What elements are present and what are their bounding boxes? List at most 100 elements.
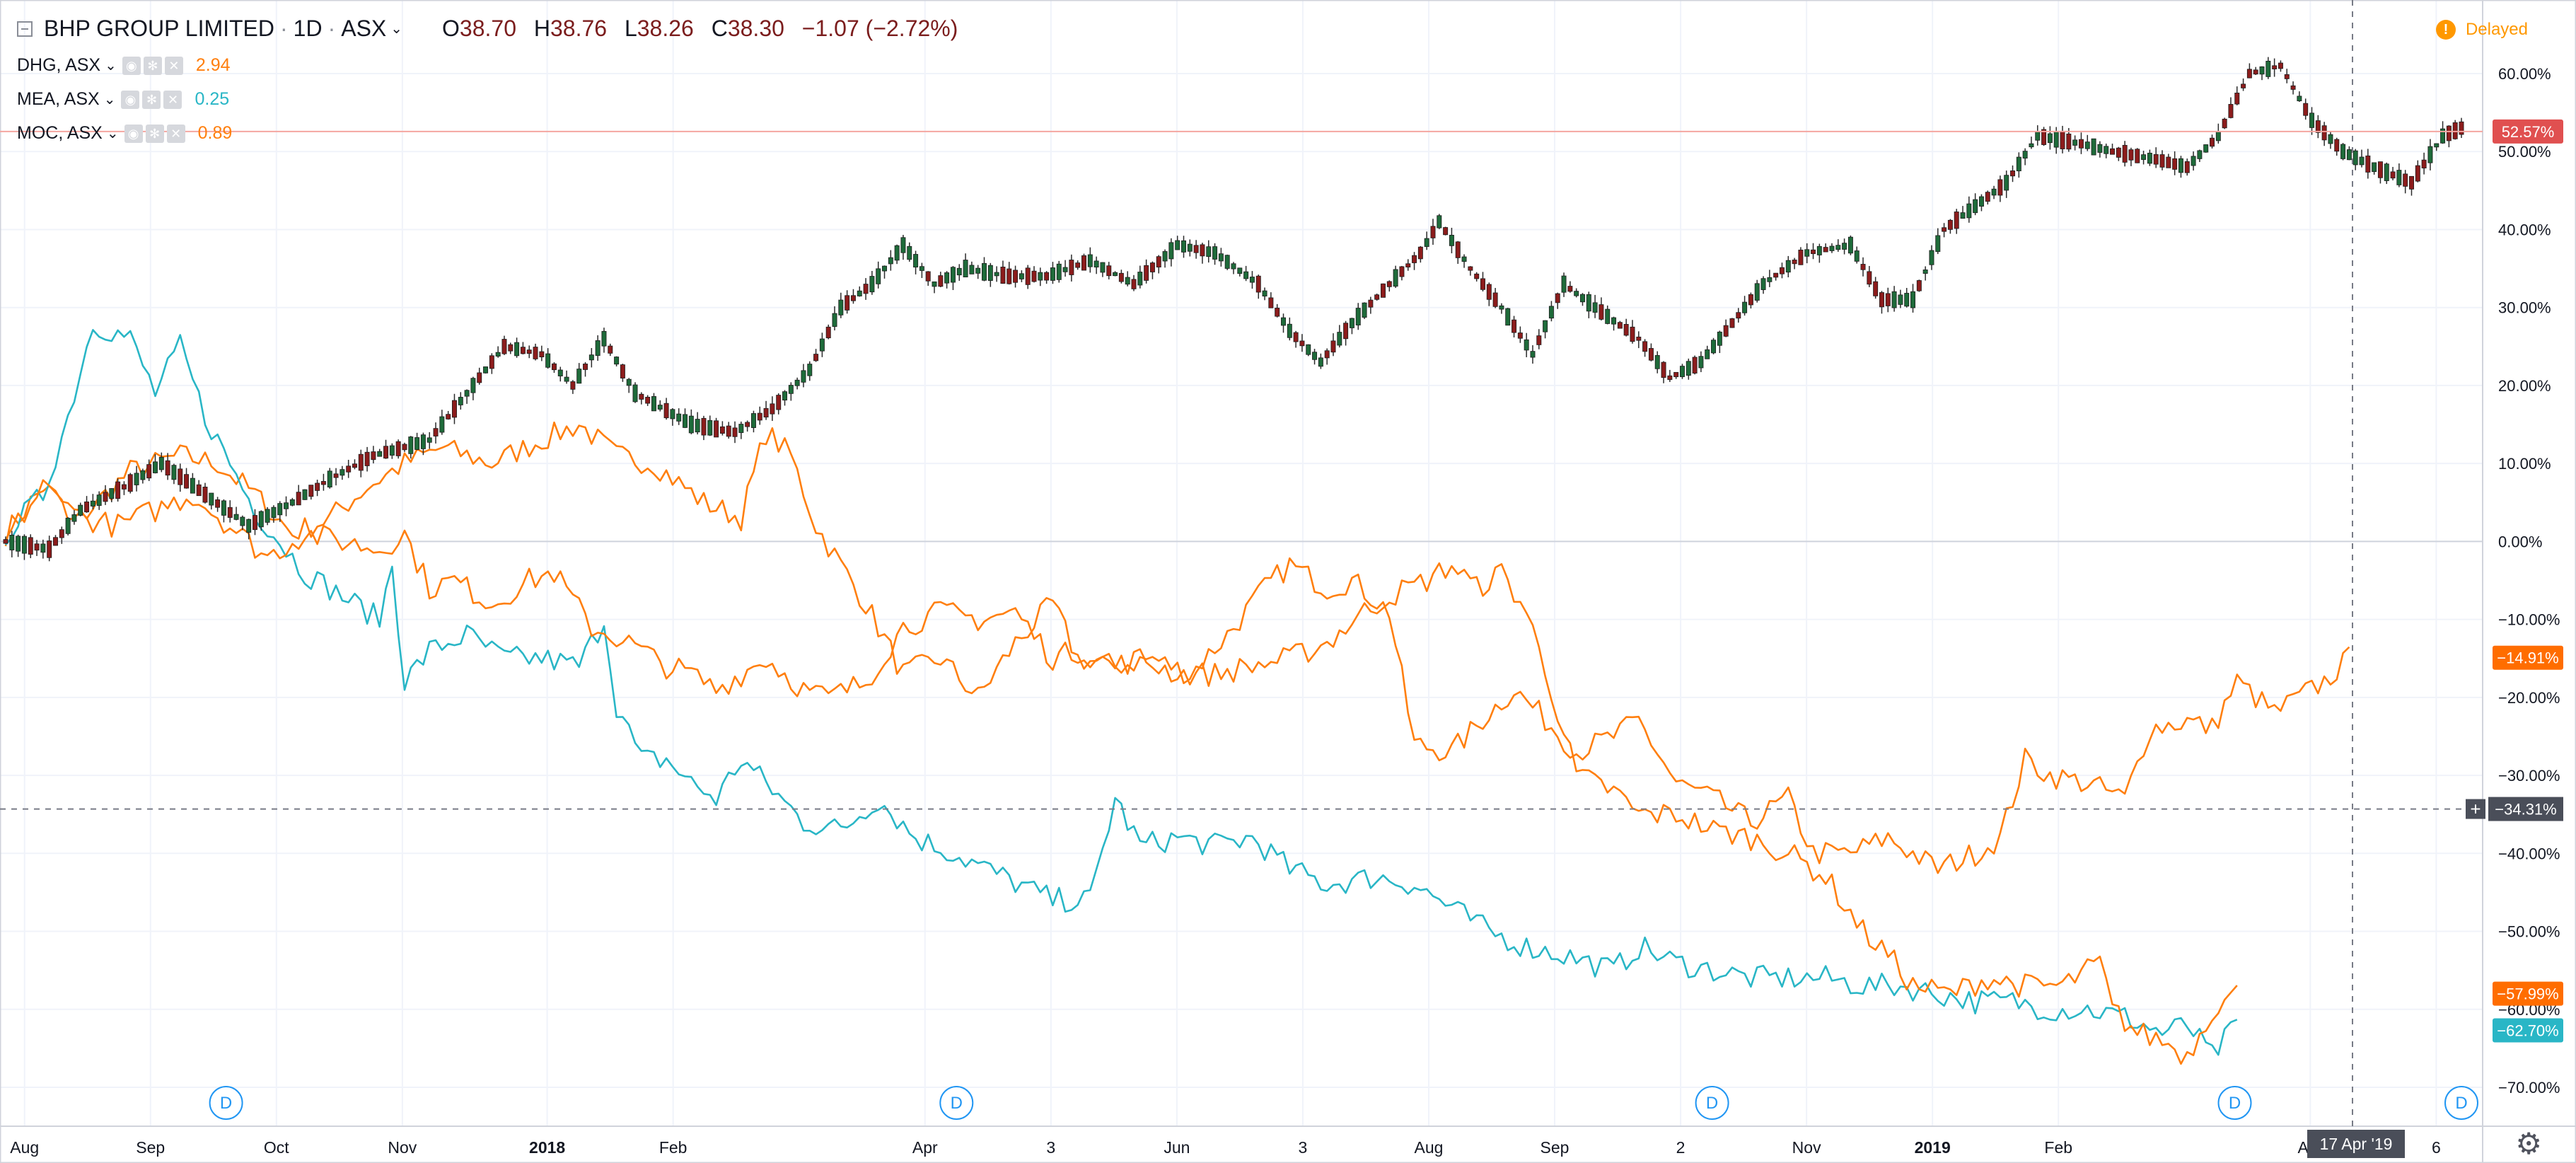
crosshair-plus-bg xyxy=(2466,799,2485,819)
candle-body xyxy=(2459,121,2464,135)
candle-body xyxy=(414,437,420,450)
legend-row-moc[interactable]: MOC, ASX ⌄ ◉ ✻ ✕ 0.89 xyxy=(17,123,232,144)
candle-body xyxy=(1804,249,1810,257)
candle-body xyxy=(745,422,750,427)
symbol-name[interactable]: MOC, ASX xyxy=(17,123,103,143)
candle-body xyxy=(171,465,177,480)
candle-body xyxy=(626,378,632,386)
gear-icon[interactable]: ✻ xyxy=(145,124,164,143)
candle-body xyxy=(233,514,239,520)
candle-body xyxy=(1904,293,1910,307)
candle-body xyxy=(1736,312,1741,319)
chevron-down-icon[interactable]: ⌄ xyxy=(106,126,119,141)
candle-body xyxy=(1330,340,1336,353)
candle-body xyxy=(588,354,594,361)
candle-body xyxy=(2253,69,2258,75)
x-tick-label: Jun xyxy=(1164,1138,1190,1157)
candle-body xyxy=(2016,156,2021,172)
candle-body xyxy=(770,403,775,415)
gear-icon[interactable]: ✻ xyxy=(142,90,161,109)
candle-body xyxy=(158,456,164,470)
candle-body xyxy=(1648,348,1654,361)
y-tick-label: 40.00% xyxy=(2498,221,2551,238)
candle-body xyxy=(1698,356,1704,369)
dividend-marker-label: D xyxy=(951,1094,963,1113)
eye-icon[interactable]: ◉ xyxy=(122,56,141,75)
candle-body xyxy=(371,451,376,461)
candle-body xyxy=(994,272,999,277)
candle-body xyxy=(533,347,538,359)
x-tick-label: Sep xyxy=(1541,1138,1570,1157)
candle-body xyxy=(1605,308,1611,324)
legend-row-dhg[interactable]: DHG, ASX ⌄ ◉ ✻ ✕ 2.94 xyxy=(17,55,231,76)
delayed-status[interactable]: ! Delayed xyxy=(2435,20,2528,40)
candle-body xyxy=(1729,318,1735,328)
eye-icon[interactable]: ◉ xyxy=(121,90,140,109)
candle-body xyxy=(1181,240,1186,253)
dividend-marker-icon xyxy=(209,1086,243,1120)
symbol-name[interactable]: MEA, ASX xyxy=(17,89,100,109)
settings-gear-icon[interactable]: ⚙ xyxy=(2515,1127,2542,1160)
candle-body xyxy=(28,537,33,555)
candle-body xyxy=(2434,143,2439,148)
candle-body xyxy=(969,265,975,274)
candle-body xyxy=(1268,297,1274,308)
close-icon[interactable]: ✕ xyxy=(163,90,182,109)
candle-body xyxy=(358,453,364,471)
dividend-marker-label: D xyxy=(2455,1094,2467,1113)
candle-body xyxy=(932,281,937,287)
candle-body xyxy=(819,338,825,352)
candle-body xyxy=(34,543,40,551)
candle-body xyxy=(215,499,221,508)
candle-body xyxy=(2029,143,2034,148)
eye-icon[interactable]: ◉ xyxy=(124,124,143,143)
candle-body xyxy=(1512,319,1517,333)
candle-body xyxy=(289,499,295,506)
candle-body xyxy=(1847,236,1853,254)
candle-body xyxy=(1430,226,1436,238)
candle-body xyxy=(2321,125,2327,141)
candle-body xyxy=(1530,351,1536,358)
candle-body xyxy=(1113,272,1118,277)
candle-body xyxy=(284,502,289,509)
candle-body xyxy=(134,473,139,485)
candle-body xyxy=(670,409,675,420)
candle-body xyxy=(707,420,713,436)
high-value: 38.76 xyxy=(550,16,608,41)
candle-body xyxy=(1100,262,1106,273)
candle-body xyxy=(2421,159,2427,169)
collapse-icon[interactable] xyxy=(17,21,33,37)
candle-body xyxy=(315,482,320,491)
candle-body xyxy=(1679,366,1685,377)
candle-body xyxy=(683,414,688,428)
chevron-down-icon[interactable]: ⌄ xyxy=(103,92,116,108)
chevron-down-icon[interactable]: ⌄ xyxy=(105,58,117,74)
candle-body xyxy=(1168,242,1174,260)
candle-body xyxy=(963,260,968,277)
symbol-title[interactable]: BHP GROUP LIMITED xyxy=(44,16,274,41)
legend-row-mea[interactable]: MEA, ASX ⌄ ◉ ✻ ✕ 0.25 xyxy=(17,89,229,110)
candle-body xyxy=(1255,275,1261,293)
candle-body xyxy=(483,366,489,374)
candle-body xyxy=(1929,250,1934,265)
candle-body xyxy=(1062,267,1068,272)
separator: · xyxy=(280,16,288,41)
candle-body xyxy=(1131,279,1137,289)
candle-body xyxy=(489,355,494,369)
symbol-name[interactable]: DHG, ASX xyxy=(17,55,101,75)
chevron-down-icon[interactable]: ⌄ xyxy=(390,21,403,37)
interval-label[interactable]: 1D xyxy=(293,16,323,41)
candle-body xyxy=(1942,227,1947,232)
candle-body xyxy=(420,434,426,449)
close-icon[interactable]: ✕ xyxy=(166,124,185,143)
close-icon[interactable]: ✕ xyxy=(164,56,183,75)
candle-body xyxy=(651,396,656,412)
candle-body xyxy=(1543,320,1548,332)
main-symbol-legend: BHP GROUP LIMITED · 1D · ASX ⌄ O38.70 H3… xyxy=(17,16,958,42)
candle-body xyxy=(2372,162,2377,173)
candle-body xyxy=(1922,270,1928,274)
candle-body xyxy=(1773,272,1779,278)
gear-icon[interactable]: ✻ xyxy=(143,56,162,75)
candle-body xyxy=(1374,294,1380,300)
